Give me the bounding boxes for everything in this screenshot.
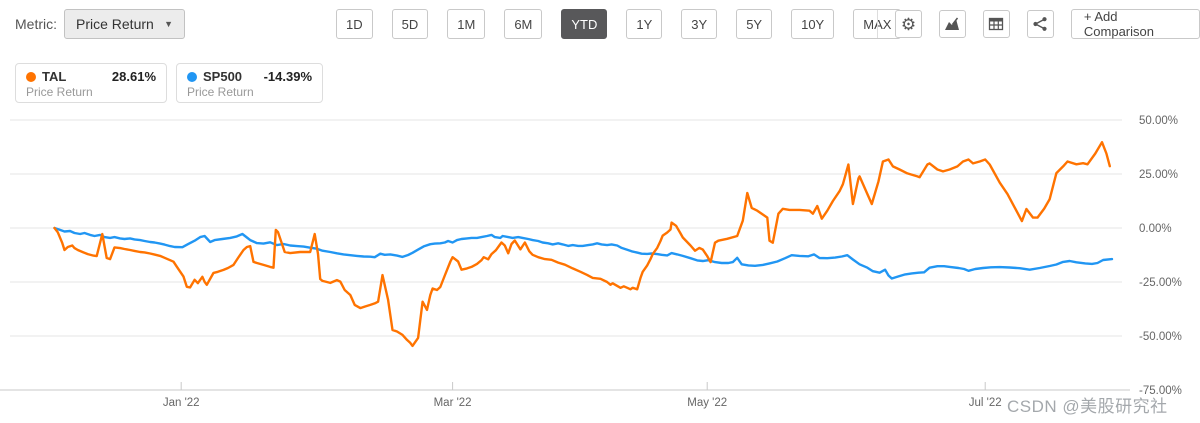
tal-series-color-dot xyxy=(26,71,36,82)
range-button-group: 1D 5D 1M 6M YTD 1Y 3Y 5Y 10Y MAX xyxy=(336,9,902,39)
table-icon xyxy=(989,17,1004,31)
toolbar-divider xyxy=(877,10,878,38)
settings-button[interactable]: ⚙ xyxy=(894,10,922,38)
legend-value-sp500: -14.39% xyxy=(263,69,312,84)
x-axis-label: Mar '22 xyxy=(434,397,472,409)
y-axis-label: 50.00% xyxy=(1139,115,1178,127)
y-axis-label: 25.00% xyxy=(1139,169,1178,181)
legend-card-sp500[interactable]: SP500 -14.39% Price Return xyxy=(176,63,323,103)
data-table-button[interactable] xyxy=(982,10,1010,38)
legend-ticker-tal: TAL xyxy=(42,69,67,84)
y-axis-label: -50.00% xyxy=(1139,331,1182,343)
range-button-10y[interactable]: 10Y xyxy=(791,9,835,39)
series-line-sp500 xyxy=(53,226,1114,280)
range-button-1m[interactable]: 1M xyxy=(447,9,486,39)
watermark: CSDN @美股研究社 xyxy=(1007,397,1168,416)
range-button-5d[interactable]: 5D xyxy=(391,9,429,39)
legend-ticker-sp500: SP500 xyxy=(203,69,243,84)
legend-value-tal: 28.61% xyxy=(111,69,156,84)
chevron-down-icon: ▼ xyxy=(164,19,173,29)
legend-metric-sp500: Price Return xyxy=(187,85,254,99)
x-axis-label: Jul '22 xyxy=(969,397,1002,409)
sp500-series-color-dot xyxy=(187,71,197,82)
range-button-1y[interactable]: 1Y xyxy=(626,9,663,39)
price-return-chart[interactable]: 50.00% 25.00% 0.00% -25.00% -50.00% -75.00% Ja… xyxy=(0,110,1200,423)
chart-type-button[interactable] xyxy=(938,10,966,38)
add-comparison-button[interactable]: + Add Comparison xyxy=(1070,9,1200,39)
legend-metric-tal: Price Return xyxy=(26,85,93,99)
range-button-3y[interactable]: 3Y xyxy=(681,9,718,39)
metric-label: Metric: xyxy=(15,16,57,32)
range-button-1d[interactable]: 1D xyxy=(336,9,373,39)
range-button-ytd[interactable]: YTD xyxy=(561,9,608,39)
y-axis-label: -25.00% xyxy=(1139,277,1182,289)
legend-card-tal[interactable]: TAL 28.61% Price Return xyxy=(15,63,167,103)
metric-dropdown-value: Price Return xyxy=(76,16,154,32)
area-chart-icon xyxy=(945,17,960,30)
series-line-tal xyxy=(53,141,1112,348)
y-axis-label: 0.00% xyxy=(1139,223,1172,235)
share-button[interactable] xyxy=(1026,10,1054,38)
range-button-5y[interactable]: 5Y xyxy=(736,9,773,39)
y-axis-label: -75.00% xyxy=(1139,385,1182,397)
range-button-6m[interactable]: 6M xyxy=(504,9,543,39)
share-icon xyxy=(1033,17,1047,31)
x-axis-label: Jan '22 xyxy=(163,397,200,409)
metric-dropdown[interactable]: Price Return ▼ xyxy=(64,9,185,39)
gear-icon: ⚙ xyxy=(900,14,917,34)
x-axis-label: May '22 xyxy=(687,397,727,409)
toolbar: ⚙ + Add Comparison xyxy=(877,9,1200,39)
